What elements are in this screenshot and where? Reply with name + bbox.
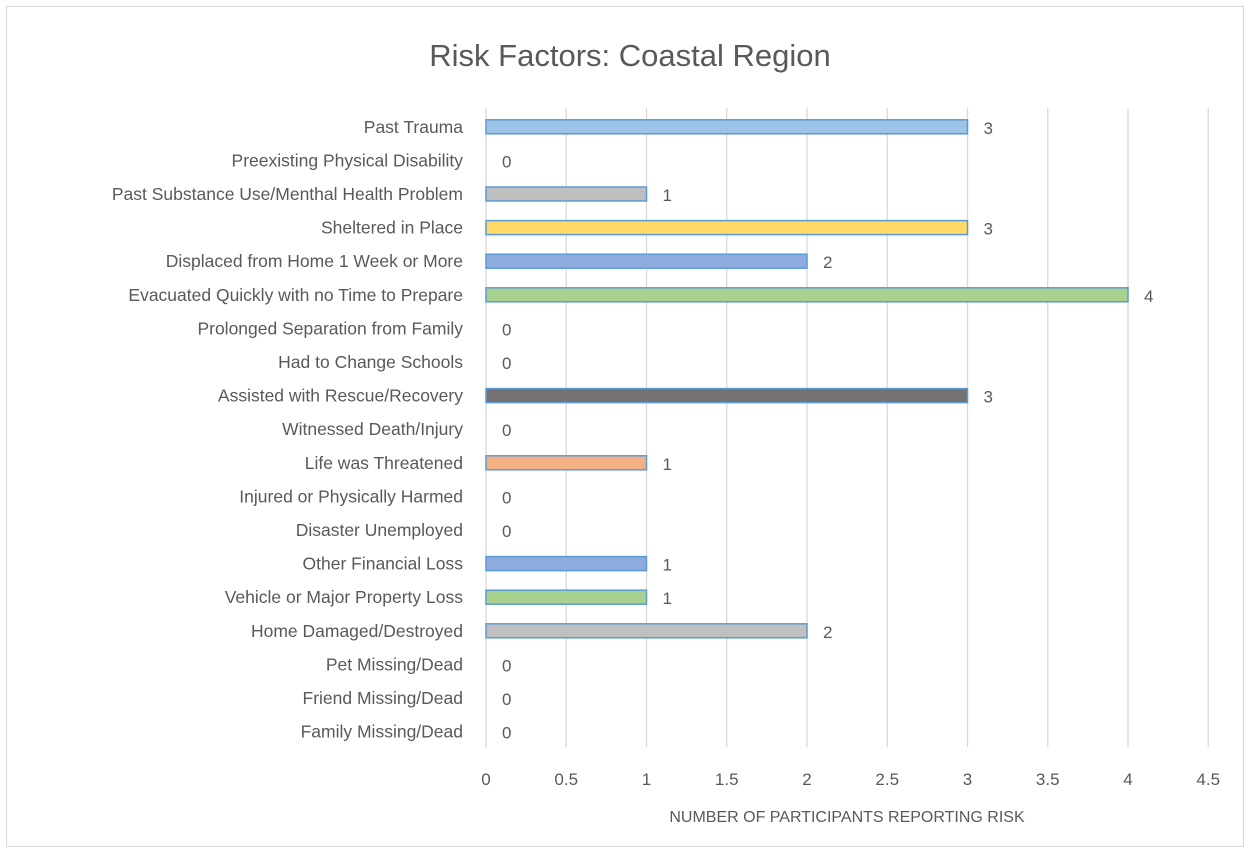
bar bbox=[485, 119, 969, 135]
category-labels: Past Trauma Preexisting Physical Disabili… bbox=[112, 117, 463, 742]
data-label: 0 bbox=[502, 690, 511, 709]
bar bbox=[485, 287, 1129, 303]
category-label: Friend Missing/Dead bbox=[303, 688, 463, 708]
x-tick-label: 1.5 bbox=[715, 770, 739, 789]
category-label: Had to Change Schools bbox=[278, 352, 463, 372]
bar bbox=[485, 186, 648, 202]
x-axis-title: NUMBER OF PARTICIPANTS REPORTING RISK bbox=[669, 809, 1025, 826]
bar bbox=[485, 387, 969, 404]
category-label: Evacuated Quickly with no Time to Prepar… bbox=[128, 285, 463, 305]
category-label: Disaster Unemployed bbox=[296, 520, 463, 540]
category-label: Life was Threatened bbox=[305, 453, 463, 473]
data-label: 4 bbox=[1144, 287, 1153, 306]
x-tick-label: 4.5 bbox=[1196, 770, 1220, 789]
category-label: Assisted with Rescue/Recovery bbox=[218, 386, 463, 406]
bars bbox=[485, 119, 1129, 639]
bar bbox=[485, 219, 969, 236]
bar bbox=[485, 589, 648, 605]
bar bbox=[485, 623, 808, 639]
data-label: 0 bbox=[502, 522, 511, 541]
category-label: Past Substance Use/Menthal Health Proble… bbox=[112, 184, 463, 204]
data-label: 0 bbox=[502, 656, 511, 675]
data-label: 0 bbox=[502, 421, 511, 440]
data-label: 0 bbox=[502, 724, 511, 743]
category-label: Prolonged Separation from Family bbox=[197, 318, 463, 338]
data-label: 2 bbox=[823, 623, 832, 642]
category-label: Home Damaged/Destroyed bbox=[251, 621, 463, 641]
x-tick-label: 3.5 bbox=[1036, 770, 1060, 789]
data-label: 0 bbox=[502, 354, 511, 373]
data-label: 1 bbox=[663, 455, 672, 474]
category-label: Other Financial Loss bbox=[303, 554, 464, 574]
chart-frame bbox=[6, 6, 1244, 847]
category-label: Witnessed Death/Injury bbox=[282, 419, 463, 439]
data-labels: 3 0 1 3 2 4 0 0 3 0 1 0 0 1 1 2 0 0 0 bbox=[502, 119, 1153, 743]
data-label: 3 bbox=[984, 220, 993, 239]
category-label: Preexisting Physical Disability bbox=[232, 150, 464, 170]
category-label: Displaced from Home 1 Week or More bbox=[166, 251, 463, 271]
data-label: 3 bbox=[984, 388, 993, 407]
data-label: 1 bbox=[663, 556, 672, 575]
data-label: 0 bbox=[502, 320, 511, 339]
data-label: 0 bbox=[502, 152, 511, 171]
data-label: 1 bbox=[663, 186, 672, 205]
category-label: Vehicle or Major Property Loss bbox=[225, 587, 464, 607]
x-tick-labels: 0 0.5 1 1.5 2 2.5 3 3.5 4 4.5 bbox=[481, 770, 1220, 789]
chart-title: Risk Factors: Coastal Region bbox=[429, 38, 830, 73]
x-tick-label: 0.5 bbox=[554, 770, 578, 789]
category-label: Pet Missing/Dead bbox=[326, 654, 463, 674]
category-label: Family Missing/Dead bbox=[301, 722, 463, 742]
data-label: 2 bbox=[823, 253, 832, 272]
bar bbox=[485, 253, 808, 269]
x-tick-label: 3 bbox=[963, 770, 972, 789]
x-tick-label: 1 bbox=[642, 770, 651, 789]
x-tick-label: 4 bbox=[1123, 770, 1132, 789]
category-label: Injured or Physically Harmed bbox=[239, 486, 463, 506]
bar bbox=[485, 555, 648, 572]
category-label: Past Trauma bbox=[364, 117, 463, 137]
data-label: 0 bbox=[502, 488, 511, 507]
x-tick-label: 2 bbox=[802, 770, 811, 789]
bar bbox=[485, 455, 648, 471]
data-label: 1 bbox=[663, 589, 672, 608]
x-tick-label: 2.5 bbox=[875, 770, 899, 789]
gridlines bbox=[485, 108, 1209, 747]
x-tick-label: 0 bbox=[481, 770, 490, 789]
data-label: 3 bbox=[984, 119, 993, 138]
category-label: Sheltered in Place bbox=[321, 218, 463, 238]
